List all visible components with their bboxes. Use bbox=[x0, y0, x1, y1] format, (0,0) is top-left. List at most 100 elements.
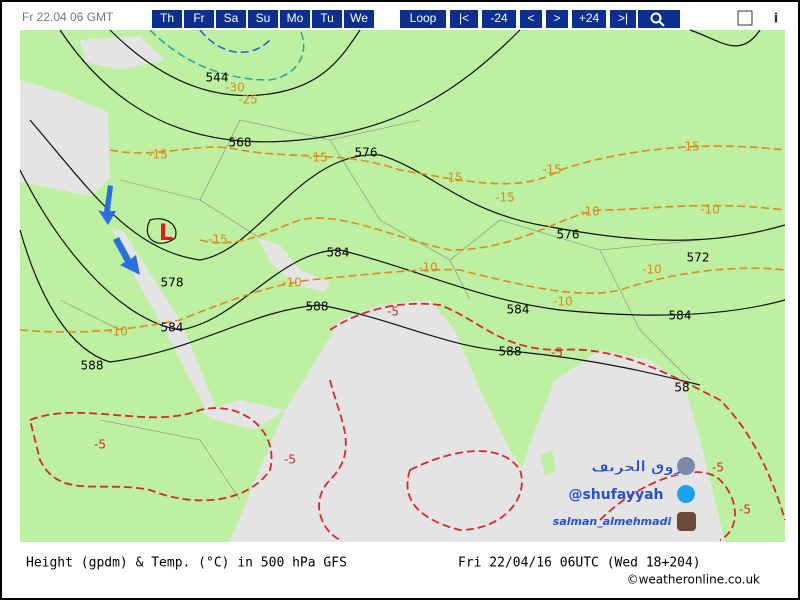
height-label: 544 bbox=[206, 71, 229, 85]
nav-button[interactable] bbox=[572, 10, 606, 28]
temp-label: -10 bbox=[700, 203, 720, 217]
temp-label: -5 bbox=[387, 305, 399, 319]
day-button-label: Su bbox=[256, 11, 271, 25]
date-label: Fr 22.04 06 GMT bbox=[22, 10, 114, 24]
sea bbox=[230, 300, 725, 542]
day-button-label: We bbox=[350, 11, 368, 25]
credit: ©weatheronline.co.uk bbox=[627, 573, 760, 587]
height-label: 568 bbox=[229, 136, 252, 150]
height-contour bbox=[19, 229, 701, 386]
temp-label: -15 bbox=[443, 171, 463, 185]
temp-label: -15 bbox=[308, 151, 328, 165]
overlay-title: بروق الخريف bbox=[591, 458, 688, 476]
day-button[interactable] bbox=[184, 10, 214, 28]
temp-label: -25 bbox=[238, 93, 258, 107]
height-contour bbox=[19, 169, 786, 331]
sea bbox=[20, 80, 110, 196]
low-marker: L bbox=[159, 221, 173, 246]
temp-contour bbox=[406, 450, 523, 531]
temp-contour bbox=[199, 204, 786, 251]
height-label: 584 bbox=[161, 321, 184, 335]
arrow bbox=[113, 237, 140, 275]
height-contour bbox=[109, 29, 361, 97]
height-label: 572 bbox=[687, 251, 710, 265]
temp-label: -10 bbox=[282, 276, 302, 290]
day-button[interactable] bbox=[248, 10, 278, 28]
nav-button-label: -24 bbox=[490, 11, 508, 25]
height-contour bbox=[29, 119, 786, 261]
height-label: 588 bbox=[81, 359, 104, 373]
height-contour bbox=[146, 218, 177, 244]
temp-label: -10 bbox=[418, 261, 438, 275]
map: L 544 568 576 584 588 584 584 588 576 572 578 584 58… bbox=[19, 29, 786, 542]
day-button-label: Th bbox=[160, 11, 174, 25]
height-label: 588 bbox=[499, 345, 522, 359]
nav-button-label: < bbox=[527, 11, 534, 25]
nav-button[interactable] bbox=[546, 10, 568, 28]
height-label: 578 bbox=[161, 276, 184, 290]
overlay-instagram: salman_almehmadi bbox=[553, 515, 672, 528]
nav-button[interactable] bbox=[610, 10, 636, 28]
temp-label: -5 bbox=[551, 346, 563, 360]
temp-label: -10 bbox=[108, 325, 128, 339]
sea bbox=[80, 36, 165, 70]
temp-label: -5 bbox=[284, 453, 296, 467]
sea bbox=[258, 238, 330, 292]
temp-label: -5 bbox=[94, 438, 106, 452]
temp-label: -15 bbox=[680, 140, 700, 154]
storm-icon bbox=[677, 457, 695, 475]
zoom-button[interactable] bbox=[638, 10, 680, 28]
temp-contour bbox=[329, 302, 786, 521]
temp-label: -5 bbox=[739, 503, 751, 517]
temp-label: -15 bbox=[495, 191, 515, 205]
zoom-icon bbox=[650, 12, 662, 24]
nav-button-label: > bbox=[553, 11, 560, 25]
day-button[interactable] bbox=[152, 10, 182, 28]
nav-button[interactable] bbox=[400, 10, 446, 28]
day-button-label: Fr bbox=[193, 11, 204, 25]
zoom-icon bbox=[658, 20, 665, 27]
nav-button[interactable] bbox=[520, 10, 542, 28]
temp-contour bbox=[109, 145, 786, 185]
temp-label: -10 bbox=[580, 205, 600, 219]
nav-button[interactable] bbox=[450, 10, 478, 28]
temp-label: -5 bbox=[712, 461, 724, 475]
nav-button-label: Loop bbox=[410, 11, 437, 25]
nav-button-label: +24 bbox=[579, 11, 600, 25]
caption-right: Fri 22/04/16 06UTC (Wed 18+204) bbox=[458, 556, 701, 571]
border bbox=[59, 119, 701, 501]
day-button[interactable] bbox=[344, 10, 374, 28]
day-button-label: Sa bbox=[224, 11, 239, 25]
temp-label: -15 bbox=[542, 163, 562, 177]
height-label: 588 bbox=[306, 300, 329, 314]
day-button[interactable] bbox=[216, 10, 246, 28]
height-label: 576 bbox=[557, 228, 580, 242]
print-button[interactable] bbox=[737, 10, 753, 26]
caption-left: Height (gpdm) & Temp. (°C) in 500 hPa GF… bbox=[26, 556, 347, 571]
temp-label: -10 bbox=[642, 263, 662, 277]
temp-label: -30 bbox=[225, 81, 245, 95]
day-button-label: Tu bbox=[320, 11, 334, 25]
temp-contour bbox=[199, 29, 271, 54]
day-button-label: Mo bbox=[287, 11, 304, 25]
temp-contour bbox=[599, 471, 736, 541]
height-label: 584 bbox=[327, 246, 350, 260]
info-button[interactable]: i bbox=[774, 12, 778, 27]
temp-label: -10 bbox=[553, 295, 573, 309]
day-button[interactable] bbox=[280, 10, 310, 28]
temp-contour bbox=[28, 407, 273, 502]
height-label: 584 bbox=[507, 303, 530, 317]
day-button[interactable] bbox=[312, 10, 342, 28]
nav-button-label: |< bbox=[459, 11, 469, 25]
temp-contour bbox=[149, 29, 305, 81]
nav-button[interactable] bbox=[482, 10, 516, 28]
temp-label: -15 bbox=[208, 233, 228, 247]
height-label: 584 bbox=[669, 309, 692, 323]
height-label: 58 bbox=[674, 381, 689, 395]
arrow bbox=[98, 185, 116, 225]
temp-label: -15 bbox=[148, 148, 168, 162]
twitter-icon bbox=[677, 485, 695, 503]
height-label: 576 bbox=[355, 146, 378, 160]
